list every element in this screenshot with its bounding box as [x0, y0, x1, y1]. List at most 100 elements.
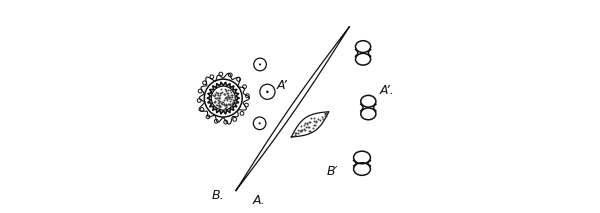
Point [219, 102, 229, 106]
Point [214, 105, 224, 108]
Point [295, 130, 305, 133]
Point [301, 128, 310, 132]
Point [228, 100, 238, 104]
Point [209, 95, 218, 98]
Point [221, 96, 230, 100]
Point [315, 118, 325, 121]
Point [314, 117, 323, 121]
Point [305, 129, 315, 132]
Point [296, 128, 305, 132]
Point [221, 92, 230, 95]
Point [219, 102, 229, 105]
Point [211, 104, 221, 107]
Point [299, 123, 308, 126]
Point [215, 96, 224, 100]
Point [211, 100, 220, 103]
Point [311, 119, 321, 122]
Point [223, 98, 232, 101]
Point [214, 96, 224, 99]
Point [211, 96, 220, 100]
Point [223, 102, 233, 105]
Point [213, 92, 223, 95]
Point [296, 124, 305, 128]
Point [221, 105, 231, 109]
Circle shape [259, 63, 261, 66]
Point [227, 102, 236, 105]
Circle shape [259, 122, 260, 124]
Polygon shape [292, 112, 329, 137]
Point [214, 96, 224, 99]
Point [226, 102, 235, 106]
Point [290, 131, 300, 135]
Circle shape [211, 86, 235, 110]
Point [311, 120, 321, 124]
Point [223, 94, 233, 98]
Point [215, 105, 224, 108]
Point [214, 102, 223, 105]
Point [322, 112, 331, 115]
Point [226, 99, 235, 103]
Point [215, 99, 224, 103]
Point [215, 105, 225, 108]
Point [227, 102, 236, 105]
Point [212, 96, 222, 99]
Point [211, 92, 220, 95]
Point [219, 92, 229, 95]
Point [223, 99, 232, 102]
Point [320, 112, 330, 115]
Point [298, 128, 307, 131]
Point [221, 89, 231, 92]
Point [214, 93, 223, 96]
Text: A’.: A’. [379, 84, 394, 97]
Point [222, 95, 232, 98]
Point [218, 90, 227, 94]
Point [310, 116, 319, 119]
Point [305, 120, 314, 124]
Circle shape [266, 91, 269, 93]
Point [290, 133, 300, 137]
Point [223, 88, 233, 91]
Point [212, 103, 221, 106]
Point [214, 95, 223, 99]
Text: B′: B′ [327, 165, 338, 178]
Point [215, 103, 224, 106]
Point [227, 97, 236, 100]
Point [321, 114, 331, 118]
Point [224, 95, 233, 98]
Point [310, 119, 319, 123]
Point [221, 104, 230, 107]
Point [220, 103, 229, 106]
Point [305, 120, 314, 123]
Point [299, 127, 308, 131]
Point [213, 98, 223, 101]
Point [227, 94, 236, 97]
Point [210, 93, 220, 96]
Point [221, 103, 231, 107]
Point [223, 92, 232, 95]
Point [221, 89, 231, 92]
Point [291, 131, 301, 135]
Point [221, 103, 231, 106]
Point [309, 123, 319, 127]
Point [216, 87, 226, 90]
Point [215, 105, 225, 108]
Point [227, 94, 236, 97]
Point [209, 94, 218, 97]
Point [217, 91, 226, 94]
Polygon shape [236, 27, 349, 191]
Point [301, 126, 311, 129]
Point [293, 132, 303, 135]
Point [214, 104, 224, 107]
Point [300, 121, 310, 124]
Point [221, 102, 231, 106]
Point [210, 99, 220, 103]
Point [317, 115, 327, 118]
Point [214, 93, 223, 96]
Point [320, 115, 329, 118]
Text: A’: A’ [277, 79, 287, 92]
Point [229, 99, 238, 102]
Point [215, 91, 224, 95]
Point [224, 96, 234, 100]
Point [223, 94, 233, 97]
Point [212, 92, 221, 95]
